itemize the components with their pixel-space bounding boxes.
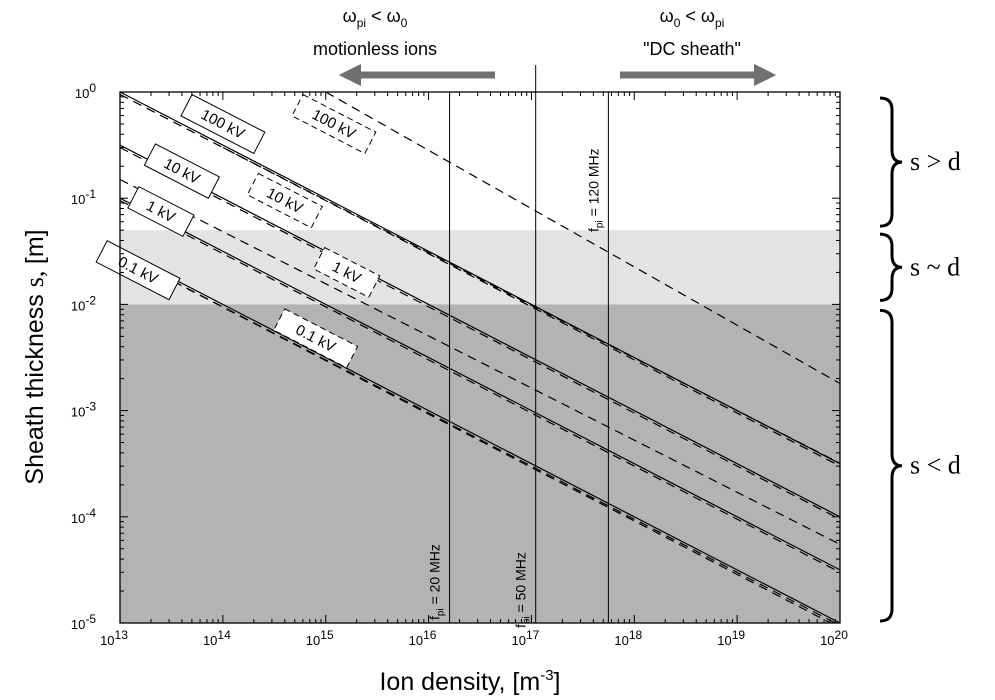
y-tick-label: 10-5	[71, 612, 96, 632]
top-caption-1: "DC sheath"	[643, 39, 741, 59]
x-tick-label: 1019	[717, 628, 745, 648]
plot-border	[119, 91, 841, 624]
region-band-2	[120, 304, 840, 623]
region-label-0: s > d	[910, 147, 961, 176]
y-tick-label: 100	[75, 81, 96, 101]
top-formula-1: ω0 < ωpi	[660, 6, 725, 30]
x-tick-label: 1014	[203, 628, 231, 648]
region-braces: s > d s ~ d s < d	[879, 96, 961, 623]
fpi-label-2: fpi = 120 MHz	[585, 148, 605, 232]
region-brace-2	[879, 308, 903, 623]
line-label-box	[95, 240, 181, 301]
series-line-2	[120, 197, 840, 571]
region-label-1: s ~ d	[910, 252, 960, 281]
svg-text:Sheath thickness s, [m]: Sheath thickness s, [m]	[20, 229, 49, 484]
x-tick-label: 1020	[820, 628, 848, 648]
line-label-box	[180, 93, 266, 155]
top-caption-0: motionless ions	[313, 39, 437, 59]
y-tick-label: 10-1	[71, 187, 96, 207]
line-label-box	[127, 185, 195, 238]
region-band-1	[120, 230, 840, 305]
top-formula-0: ωpi < ω0	[343, 6, 408, 30]
x-tick-label: 1015	[306, 628, 334, 648]
x-tick-label: 1013	[100, 628, 128, 648]
y-axis-title: Sheath thickness s, [m]	[20, 229, 49, 484]
x-tick-label: 1017	[512, 628, 540, 648]
series-line-9	[120, 200, 840, 573]
series-line-1	[120, 144, 840, 518]
line-label-box	[246, 172, 323, 229]
line-label-box	[143, 143, 221, 199]
x-axis-ticks: 1013 1014 1015 1016 1017 1018 1019 1020	[100, 92, 848, 648]
series-line-7	[120, 146, 840, 520]
series-lines	[120, 92, 840, 623]
top-annotations: ωpi < ω0 motionless ions ω0 < ωpi "DC sheat…	[313, 6, 777, 92]
region-brace-1	[879, 232, 903, 302]
x-tick-label: 1018	[614, 628, 642, 648]
region-brace-0	[879, 96, 903, 228]
y-axis-ticks: 100 10-1 10-2 10-3 10-4 10-5	[71, 81, 840, 632]
x-tick-label: 1016	[409, 628, 437, 648]
y-tick-label: 10-2	[71, 293, 96, 313]
line-label-box	[312, 246, 381, 298]
series-line-11	[120, 253, 837, 623]
y-tick-label: 10-3	[71, 400, 96, 420]
series-line-3	[120, 250, 840, 623]
line-label-box	[291, 93, 377, 155]
line-label-box	[273, 308, 359, 369]
series-line-4	[325, 92, 840, 385]
line-label-4: 100 kV	[291, 93, 377, 155]
x-axis-title: Ion density, [m-3]	[379, 667, 560, 696]
plot-frame	[119, 91, 841, 624]
fpi-label-0: fpi = 20 MHz	[427, 544, 447, 620]
region-bands	[120, 92, 840, 623]
line-label-1: 10 kV	[143, 143, 221, 199]
series-line-6	[222, 146, 840, 464]
y-tick-label: 10-4	[71, 506, 96, 526]
region-label-2: s < d	[910, 451, 961, 480]
